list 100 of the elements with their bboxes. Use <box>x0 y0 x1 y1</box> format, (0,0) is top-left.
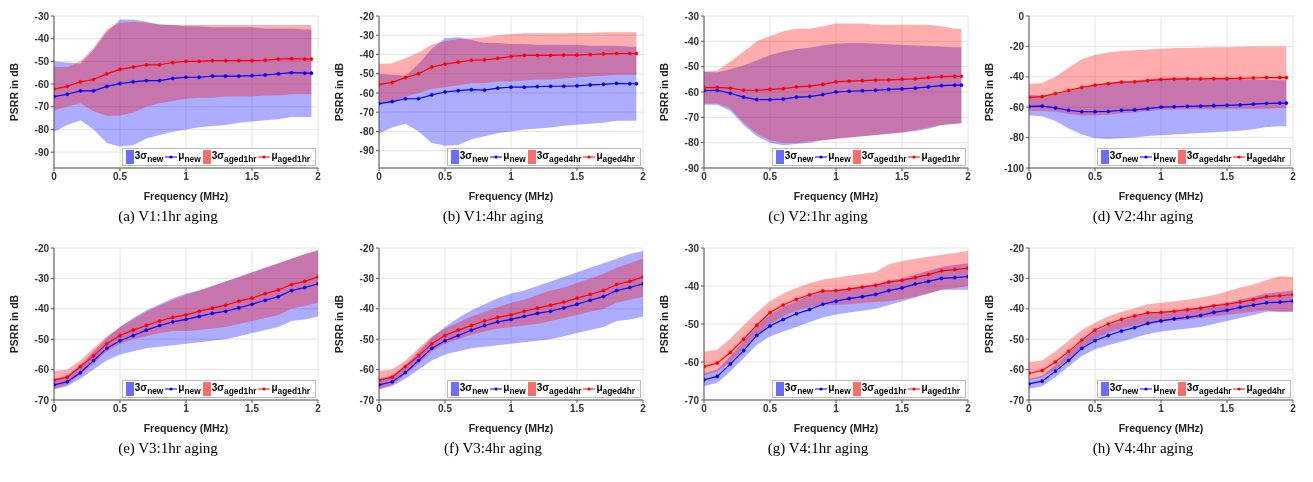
legend-label: μ$_{new}$ <box>178 382 201 396</box>
y-tick-label: -80 <box>684 137 700 149</box>
y-tick-label: -60 <box>34 78 50 90</box>
annotation: 3σ$_{new}$ <box>134 150 164 164</box>
annotation: 3σ$_{aged4hr}$ <box>1186 150 1232 164</box>
x-tick-label: 1 <box>833 171 840 183</box>
annotation: 3σ$_{new}$ <box>784 382 814 396</box>
x-tick-label: 1 <box>183 171 190 183</box>
text: (f) V3:4hr aging <box>443 440 543 456</box>
annotation: 3σ$_{aged4hr}$ <box>536 150 582 164</box>
x-tick-label: 0 <box>1026 171 1033 183</box>
y-tick-label: -60 <box>34 364 50 376</box>
annotation: 3σ$_{new}$ <box>134 382 164 396</box>
legend-label: μ$_{aged4hr}$ <box>1246 150 1285 164</box>
x-tick-label: 0.5 <box>1088 403 1103 415</box>
legend-label: μ$_{new}$ <box>503 382 526 396</box>
legend-label: μ$_{new}$ <box>178 150 201 164</box>
y-tick-label: -40 <box>1009 71 1025 83</box>
annotation: 3σ$_{new}$ <box>1109 150 1139 164</box>
line-series <box>704 266 968 369</box>
legend-label: μ$_{new}$ <box>503 150 526 164</box>
y-tick-label: -20 <box>359 10 375 22</box>
y-axis-title: PSRR in dB <box>657 294 670 354</box>
x-axis-title: Frequency (MHz) <box>143 190 229 202</box>
y-axis-title: PSRR in dB <box>332 294 345 354</box>
y-tick-label: -40 <box>1009 303 1025 315</box>
y-tick-label: -70 <box>34 394 50 406</box>
x-tick-label: 0 <box>1026 403 1033 415</box>
y-tick-label: -60 <box>359 364 375 376</box>
x-tick-label: 0 <box>376 171 383 183</box>
y-tick-label: -60 <box>684 86 700 98</box>
annotation: 3σ$_{aged4hr}$ <box>1186 382 1232 396</box>
annotation: 3σ$_{aged1hr}$ <box>861 382 907 396</box>
x-axis-title: Frequency (MHz) <box>793 190 879 202</box>
x-tick-label: 1.5 <box>570 403 585 415</box>
x-tick-label: 0 <box>701 171 708 183</box>
y-tick-label: -60 <box>684 356 700 368</box>
legend-label: μ$_{aged4hr}$ <box>596 150 635 164</box>
y-axis-title: PSRR in dB <box>7 294 20 354</box>
y-tick-label: -90 <box>684 162 700 174</box>
y-tick-label: -40 <box>684 280 700 292</box>
text: (c) V2:1hr aging <box>768 208 868 224</box>
y-tick-label: -70 <box>684 394 700 406</box>
annotation: 3σ$_{new}$ <box>1109 382 1139 396</box>
y-tick-label: -90 <box>359 145 375 157</box>
y-tick-label: -30 <box>684 10 700 22</box>
y-tick-label: -40 <box>359 49 375 61</box>
x-axis-title: Frequency (MHz) <box>143 422 229 434</box>
annotation: 3σ$_{new}$ <box>784 150 814 164</box>
x-tick-label: 1.5 <box>245 171 260 183</box>
x-tick-label: 1.5 <box>895 171 910 183</box>
legend-label: μ$_{aged4hr}$ <box>596 382 635 396</box>
x-tick-label: 1 <box>183 403 190 415</box>
x-axis-title: Frequency (MHz) <box>1118 422 1204 434</box>
x-tick-label: 1 <box>833 403 840 415</box>
y-tick-label: -80 <box>34 123 50 135</box>
legend-label: μ$_{new}$ <box>1153 382 1176 396</box>
x-tick-label: 2 <box>1290 171 1297 183</box>
x-axis-title: Frequency (MHz) <box>793 422 879 434</box>
y-tick-label: -20 <box>1009 40 1025 52</box>
x-tick-label: 1.5 <box>1220 171 1235 183</box>
x-tick-label: 0.5 <box>1088 171 1103 183</box>
x-tick-label: 0.5 <box>113 403 128 415</box>
y-tick-label: -20 <box>1009 242 1025 254</box>
x-tick-label: 2 <box>640 403 647 415</box>
y-tick-label: -30 <box>359 29 375 41</box>
legend-label: μ$_{new}$ <box>828 150 851 164</box>
y-axis-title: PSRR in dB <box>982 62 995 122</box>
y-tick-label: -30 <box>359 272 375 284</box>
y-tick-label: -20 <box>34 242 50 254</box>
y-tick-label: -70 <box>359 394 375 406</box>
y-tick-label: -30 <box>34 10 50 22</box>
legend-label: μ$_{aged1hr}$ <box>271 150 310 164</box>
y-tick-label: -40 <box>684 35 700 47</box>
x-tick-label: 0 <box>51 171 58 183</box>
x-tick-label: 1.5 <box>245 403 260 415</box>
x-tick-label: 2 <box>965 403 972 415</box>
x-axis-title: Frequency (MHz) <box>468 422 554 434</box>
y-axis-title: PSRR in dB <box>332 62 345 122</box>
y-tick-label: -40 <box>359 303 375 315</box>
y-tick-label: -80 <box>359 125 375 137</box>
text: (e) V3:1hr aging <box>118 440 218 456</box>
text: (d) V2:4hr aging <box>1092 208 1194 224</box>
y-axis-title: PSRR in dB <box>657 62 670 122</box>
x-axis-title: Frequency (MHz) <box>1118 190 1204 202</box>
x-tick-label: 1 <box>1158 403 1165 415</box>
legend-label: μ$_{aged4hr}$ <box>1246 382 1285 396</box>
x-tick-label: 1.5 <box>570 171 585 183</box>
legend-label: μ$_{new}$ <box>828 382 851 396</box>
y-tick-label: -20 <box>359 242 375 254</box>
y-tick-label: -80 <box>1009 132 1025 144</box>
y-tick-label: -70 <box>684 111 700 123</box>
x-tick-label: 1 <box>508 171 515 183</box>
annotation: 3σ$_{aged1hr}$ <box>211 150 257 164</box>
y-tick-label: -40 <box>34 33 50 45</box>
legend-label: μ$_{new}$ <box>1153 150 1176 164</box>
text: (a) V1:1hr aging <box>118 208 218 224</box>
x-axis-title: Frequency (MHz) <box>468 190 554 202</box>
x-tick-label: 2 <box>1290 403 1297 415</box>
y-tick-label: -50 <box>1009 333 1025 345</box>
